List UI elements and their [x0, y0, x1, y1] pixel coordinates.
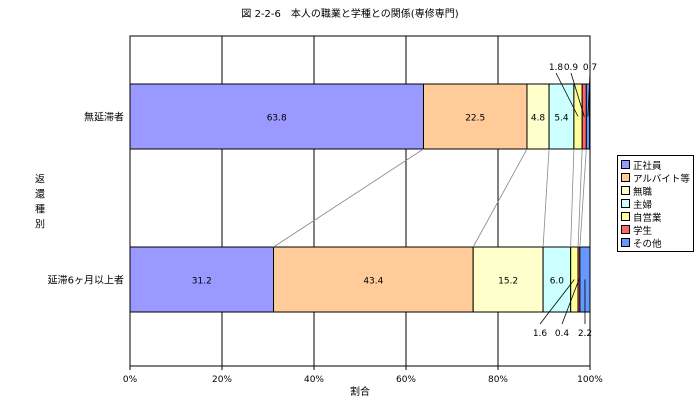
- data-label: 2.2: [578, 329, 592, 339]
- legend-item: 学生: [621, 223, 690, 237]
- legend: 正社員 アルバイト等 無職 主婦 自営業 学生 その他: [617, 155, 694, 252]
- series-connector-line: [577, 148, 583, 248]
- x-tick-label: 0%: [123, 375, 138, 385]
- data-label: 1.8: [549, 63, 564, 73]
- bar-segment: [422, 83, 528, 150]
- data-label: 0.9: [564, 63, 579, 73]
- series-connector-line: [579, 148, 587, 248]
- legend-swatch: [621, 238, 630, 247]
- bar-segment: [129, 246, 275, 313]
- legend-item: 主婦: [621, 197, 690, 211]
- legend-swatch: [621, 173, 630, 182]
- y-axis-label-char: 返: [35, 174, 45, 186]
- x-tick-label: 100%: [577, 375, 603, 385]
- series-connector-line: [472, 148, 528, 248]
- bar-segment: [129, 83, 424, 150]
- data-label: 31.2: [192, 277, 212, 287]
- legend-label: アルバイト等: [633, 173, 690, 185]
- bar-segment: [542, 246, 572, 313]
- x-tick-label: 80%: [488, 375, 508, 385]
- legend-swatch: [621, 186, 630, 195]
- data-label: 15.2: [498, 277, 518, 287]
- x-tick-label: 20%: [212, 375, 232, 385]
- data-label: 0.4: [555, 329, 570, 339]
- data-label: 63.8: [267, 114, 287, 124]
- legend-item: 正社員: [621, 158, 690, 172]
- y-axis-label-char: 種: [35, 203, 45, 216]
- bar-segment: [573, 83, 583, 150]
- y-axis-label-char: 別: [35, 219, 45, 231]
- legend-swatch: [621, 160, 630, 169]
- category-label: 延滞6ヶ月以上者: [48, 275, 124, 287]
- data-label-leader: [561, 279, 580, 325]
- legend-label: 正社員: [633, 160, 662, 172]
- legend-item: その他: [621, 236, 690, 250]
- bar-segment: [273, 246, 474, 313]
- legend-item: 自営業: [621, 210, 690, 224]
- legend-swatch: [621, 225, 630, 234]
- data-label: 0.7: [583, 63, 597, 73]
- chart-title: 図 2-2-6 本人の職業と学種との関係(専修専門): [241, 7, 458, 20]
- legend-swatch: [621, 199, 630, 208]
- data-label-leader: [555, 72, 579, 117]
- data-label: 22.5: [465, 114, 485, 124]
- legend-label: 学生: [633, 225, 653, 237]
- legend-label: 主婦: [633, 199, 653, 211]
- data-label: 6.0: [550, 277, 565, 287]
- legend-item: 無職: [621, 184, 690, 198]
- x-tick-label: 40%: [304, 375, 324, 385]
- data-label: 43.4: [363, 277, 383, 287]
- x-axis-label: 割合: [350, 385, 370, 398]
- data-label-leader: [570, 72, 585, 117]
- series-connector-line: [273, 148, 424, 248]
- data-label-leader: [587, 72, 591, 117]
- y-axis-label-char: 還: [35, 189, 45, 201]
- data-label-leader: [539, 279, 575, 325]
- legend-label: 無職: [633, 186, 653, 198]
- x-tick-label: 60%: [396, 375, 416, 385]
- legend-label: 自営業: [633, 212, 662, 224]
- data-label: 4.8: [531, 114, 546, 124]
- series-connector-line: [570, 148, 575, 248]
- legend-item: アルバイト等: [621, 171, 690, 185]
- category-label: 無延滞者: [84, 111, 124, 124]
- legend-swatch: [621, 212, 630, 221]
- data-label: 1.6: [533, 329, 548, 339]
- series-connector-line: [542, 148, 550, 248]
- data-label: 5.4: [554, 114, 569, 124]
- legend-label: その他: [633, 238, 662, 250]
